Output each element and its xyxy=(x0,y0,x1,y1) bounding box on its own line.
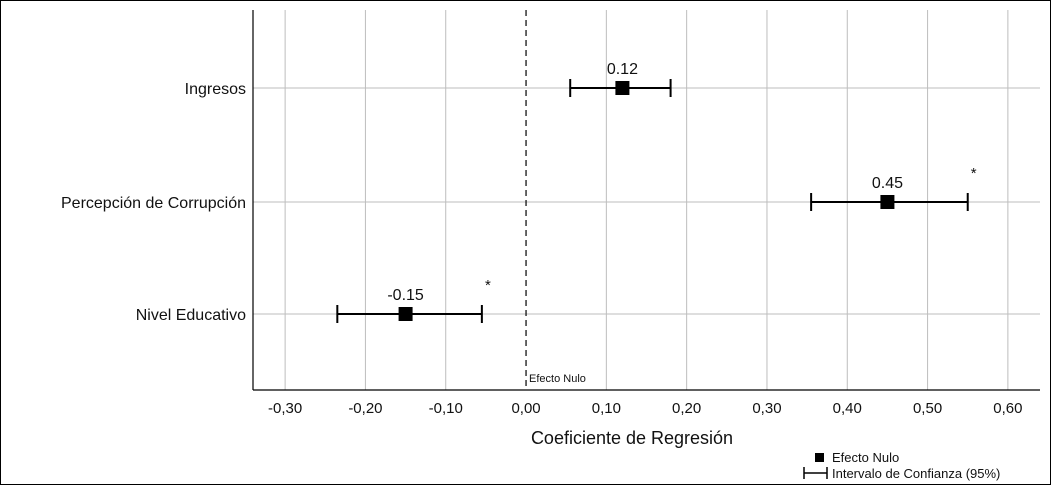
x-tick-label: 0,10 xyxy=(592,400,621,417)
x-tick-label: 0,60 xyxy=(993,400,1022,417)
legend-square-symbol xyxy=(815,453,824,462)
reference-line-group: Efecto Nulo xyxy=(525,10,586,390)
estimate-point xyxy=(615,81,630,95)
x-axis-title: Coeficiente de Regresión xyxy=(531,428,733,448)
estimate-value-label: -0.15 xyxy=(387,287,424,304)
estimate-marks: 0.12 0.45 * -0.15 * xyxy=(336,61,977,323)
x-tick-labels: -0,30 -0,20 -0,10 0,00 0,10 0,20 0,30 0,40 0,50 0… xyxy=(268,400,1022,417)
x-tick-label: -0,20 xyxy=(348,400,382,417)
estimate-value-label: 0.45 xyxy=(872,175,903,192)
x-tick-label: 0,30 xyxy=(752,400,781,417)
significance-marker: * xyxy=(485,277,491,294)
category-labels: Ingresos Percepción de Corrupción Nivel Ed… xyxy=(61,81,246,324)
x-tick-label: -0,30 xyxy=(268,400,302,417)
reference-line-label: Efecto Nulo xyxy=(529,373,586,385)
estimate-point xyxy=(398,307,413,321)
category-label: Nivel Educativo xyxy=(136,307,246,324)
estimate-point xyxy=(880,195,895,209)
x-tick-label: -0,10 xyxy=(429,400,463,417)
legend-label: Intervalo de Confianza (95%) xyxy=(832,466,1000,481)
category-label: Ingresos xyxy=(185,81,246,98)
category-label: Percepción de Corrupción xyxy=(61,195,246,212)
grid-lines xyxy=(253,10,1040,390)
significance-marker: * xyxy=(971,165,977,182)
x-tick-label: 0,50 xyxy=(913,400,942,417)
x-tick-label: 0,40 xyxy=(833,400,862,417)
x-tick-label: 0,20 xyxy=(672,400,701,417)
legend-label: Efecto Nulo xyxy=(832,450,899,465)
estimate-value-label: 0.12 xyxy=(607,61,638,78)
x-tick-label: 0,00 xyxy=(511,400,540,417)
